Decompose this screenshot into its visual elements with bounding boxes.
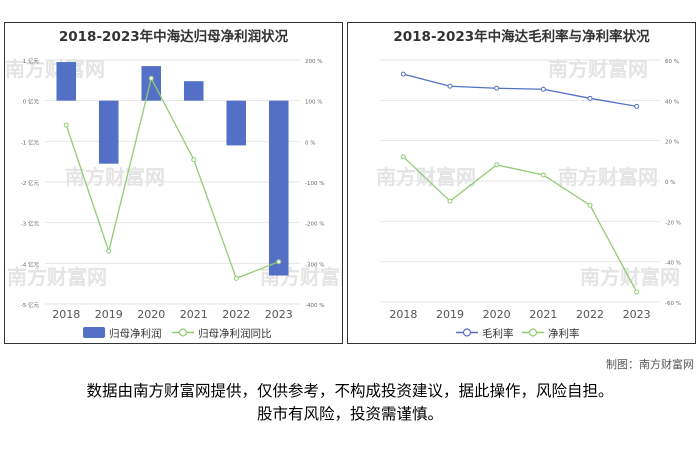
x-tick-label: 2018 <box>52 308 80 321</box>
series-0-point-2018 <box>400 71 406 77</box>
yoy-point-2022 <box>233 275 239 281</box>
y-tick-label: 20 % <box>665 140 679 146</box>
y-tick-label: 40 % <box>665 99 679 105</box>
y-right-tick-label: -100 % <box>305 181 324 187</box>
bar-2022 <box>226 100 247 146</box>
y-left-tick-label: 1 亿元 <box>23 57 40 65</box>
x-tick-label: 2018 <box>389 308 417 321</box>
legend-label: 净利率 <box>548 327 580 340</box>
disclaimer-line-2: 股市有风险，投资需谨慎。 <box>256 405 443 423</box>
legend-swatch-point <box>462 328 472 337</box>
legend-label: 归母净利润同比 <box>198 327 272 340</box>
x-tick-label: 2022 <box>222 308 250 321</box>
bar-2019 <box>98 100 119 164</box>
x-tick-label: 2023 <box>265 308 293 321</box>
y-left-tick-label: -2 亿元 <box>21 179 40 187</box>
series-1-point-2019 <box>447 198 453 204</box>
bar-2020 <box>141 66 162 101</box>
y-right-tick-label: -200 % <box>305 222 324 228</box>
watermark: 南方财富网 <box>580 265 680 289</box>
yoy-line <box>65 76 279 280</box>
watermark: 南方财富网 <box>7 265 107 289</box>
watermark: 南方财富网 <box>376 165 476 189</box>
x-tick-label: 2021 <box>180 308 208 321</box>
x-tick-label: 2023 <box>623 308 651 321</box>
x-tick-label: 2020 <box>137 308 165 321</box>
series-0-point-2023 <box>634 103 640 109</box>
series-1-point-2021 <box>540 172 546 178</box>
series-0-point-2019 <box>447 83 453 89</box>
y-left-tick-label: -5 亿元 <box>21 301 40 309</box>
series-1-point-2020 <box>494 162 500 168</box>
chart-title: 2018-2023年中海达归母净利润状况 <box>58 29 289 45</box>
series-line-1 <box>402 156 638 293</box>
y-right-tick-label: 0 % <box>305 140 315 146</box>
y-left-tick-label: -4 亿元 <box>21 260 40 268</box>
x-tick-label: 2020 <box>483 308 511 321</box>
chart-credit: 制图：南方财富网 <box>606 358 694 371</box>
y-right-tick-label: -300 % <box>305 262 324 268</box>
series-0-point-2022 <box>587 95 593 101</box>
chart-panel-margins: 南方财富网 南方财富网 南方财富网 南方财富网 2018-2023年中海达毛利率… <box>347 22 696 344</box>
chart-panel-net-profit: 南方财富网 南方财富网 南方财富网 南方财富网 2018-2023年中海达归母净… <box>4 22 343 344</box>
x-tick-label: 2019 <box>436 308 464 321</box>
y-left-tick-label: -1 亿元 <box>21 138 40 146</box>
series-1-point-2022 <box>587 202 593 208</box>
series-0-point-2020 <box>494 85 500 91</box>
watermark: 南方财富网 <box>558 165 658 189</box>
x-tick-label: 2019 <box>95 308 123 321</box>
y-right-tick-label: 100 % <box>305 100 322 106</box>
y-tick-label: -60 % <box>665 301 681 307</box>
y-tick-label: 60 % <box>665 59 679 65</box>
y-tick-label: -40 % <box>665 261 681 267</box>
series-1-point-2018 <box>400 154 406 160</box>
y-left-tick-label: -3 亿元 <box>21 220 40 228</box>
chart-title: 2018-2023年中海达毛利率与净利率状况 <box>393 29 650 45</box>
legend-swatch-point <box>528 328 538 337</box>
y-right-tick-label: -400 % <box>305 303 324 309</box>
y-tick-label: 0 % <box>665 180 675 186</box>
bar-2023 <box>268 100 289 276</box>
series-0-point-2021 <box>540 86 546 92</box>
legend-label: 毛利率 <box>482 327 514 340</box>
series-line-0 <box>403 73 637 108</box>
yoy-point-2019 <box>106 248 112 254</box>
margins-chart: 60 % 40 % 20 % 0 % -20 % -40 % -60 % 2018 2019 20… <box>380 59 681 340</box>
legend-label: 归母净利润 <box>109 327 162 340</box>
watermark: 南方财富网 <box>5 57 105 81</box>
yoy-point-2023 <box>276 259 282 265</box>
yoy-point-2020 <box>148 75 154 81</box>
series-1-point-2023 <box>634 289 640 295</box>
x-tick-label: 2022 <box>576 308 604 321</box>
bar-2018 <box>56 62 77 101</box>
legend-swatch-bar <box>83 327 105 338</box>
y-right-tick-label: 200 % <box>305 59 322 65</box>
watermark: 南方财富网 <box>548 57 648 81</box>
y-tick-label: -20 % <box>665 220 681 226</box>
x-tick-label: 2021 <box>529 308 557 321</box>
yoy-point-2018 <box>63 122 69 128</box>
net-profit-chart: 1 亿元 0 亿元 -1 亿元 -2 亿元 -3 亿元 -4 亿元 -5 亿元 200 % 10… <box>21 57 325 340</box>
disclaimer-line-1: 数据由南方财富网提供，仅供参考，不构成投资建议，据此操作，风险自担。 <box>86 382 614 400</box>
y-left-tick-label: 0 亿元 <box>23 98 40 106</box>
legend-swatch-point <box>178 328 188 337</box>
yoy-point-2021 <box>191 157 197 163</box>
bar-2021 <box>183 81 204 101</box>
